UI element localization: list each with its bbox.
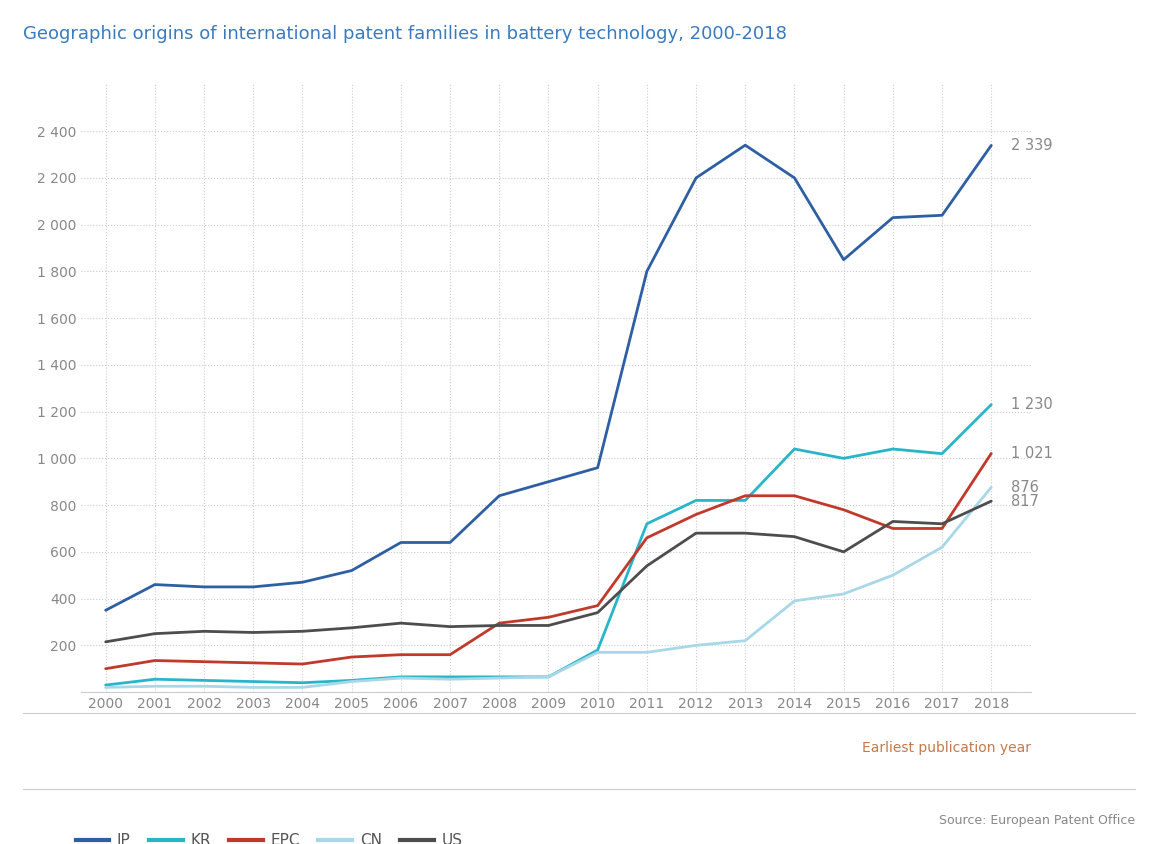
Text: Earliest publication year: Earliest publication year bbox=[862, 741, 1031, 755]
Legend: JP, KR, EPC, CN, US: JP, KR, EPC, CN, US bbox=[69, 827, 468, 844]
Text: Source: European Patent Office: Source: European Patent Office bbox=[939, 814, 1135, 827]
Text: Geographic origins of international patent families in battery technology, 2000-: Geographic origins of international pate… bbox=[23, 25, 787, 43]
Text: 1 230: 1 230 bbox=[1011, 397, 1053, 412]
Text: 817: 817 bbox=[1011, 494, 1039, 509]
Text: 1 021: 1 021 bbox=[1011, 446, 1053, 461]
Text: 2 339: 2 339 bbox=[1011, 138, 1053, 153]
Text: 876: 876 bbox=[1011, 480, 1039, 495]
